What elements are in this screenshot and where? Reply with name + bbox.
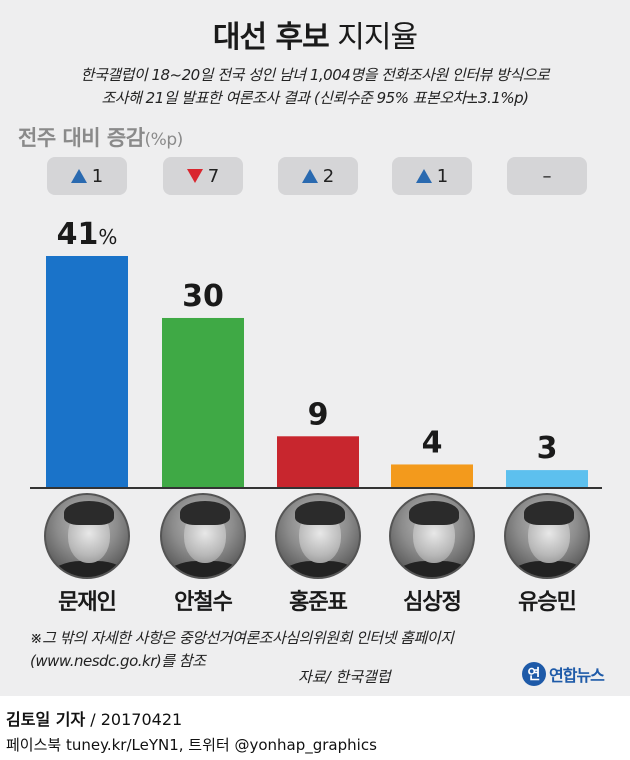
change-value: – (542, 165, 552, 187)
change-badge-안철수: 7 (163, 157, 243, 195)
bar-안철수 (162, 317, 244, 487)
change-badge-홍준표: 2 (278, 157, 358, 195)
footnote: ※그 밖의 자세한 사항은 중앙선거여론조사심의위원회 인터넷 홈페이지 (ww… (30, 627, 454, 673)
logo-text: 연합뉴스 (549, 666, 605, 685)
candidate-name: 안철수 (174, 590, 233, 615)
triangle-up-icon (415, 169, 432, 183)
social-links: 페이스북 tuney.kr/LeYN1, 트위터 @yonhap_graphic… (6, 736, 377, 754)
bar-chart: 41% 30 9 4 3 (30, 217, 602, 489)
triangle-up-icon (70, 169, 87, 183)
portrait-icon (275, 493, 361, 579)
candidate-name: 문재인 (58, 590, 117, 615)
bar-심상정 (391, 464, 473, 487)
value-label-안철수: 30 (182, 279, 224, 314)
candidate-name: 홍준표 (289, 590, 348, 615)
triangle-up-icon (301, 169, 318, 183)
subtitle: 한국갤럽이 18~20일 전국 성인 남녀 1,004명을 전화조사원 인터뷰 … (0, 64, 630, 110)
reporter-line: 김토일 기자 / 20170421 (6, 706, 182, 730)
triangle-down-icon (186, 169, 203, 183)
reporter-date: / 20170421 (85, 710, 183, 729)
title-bold: 대선 후보 (212, 20, 330, 55)
change-value: 1 (436, 165, 449, 187)
change-header-unit: (%p) (144, 130, 184, 150)
change-value: 2 (322, 165, 335, 187)
reporter-name: 김토일 기자 (6, 710, 86, 729)
candidate-name: 유승민 (518, 590, 577, 615)
portrait-icon (389, 493, 475, 579)
value-label-문재인: 41% (57, 217, 118, 252)
chart-title: 대선 후보 지지율 (0, 12, 630, 56)
portrait-icon (504, 493, 590, 579)
bar-문재인 (46, 256, 128, 487)
change-value: 1 (91, 165, 104, 187)
change-header: 전주 대비 증감(%p) (18, 122, 183, 152)
footnote-line-2: (www.nesdc.go.kr)를 참조 (30, 652, 206, 670)
subtitle-line-2: 조사해 21일 발표한 여론조사 결과 (신뢰수준 95% 표본오차±3.1%p… (101, 89, 529, 107)
candidate-name: 심상정 (403, 590, 462, 615)
bar-유승민 (506, 470, 588, 487)
change-value: 7 (207, 165, 220, 187)
value-label-홍준표: 9 (308, 397, 329, 432)
portrait-icon (160, 493, 246, 579)
bar-홍준표 (277, 436, 359, 487)
logo-mark-icon: 연 (522, 662, 546, 686)
change-badge-심상정: 1 (392, 157, 472, 195)
footnote-line-1: ※그 밖의 자세한 사항은 중앙선거여론조사심의위원회 인터넷 홈페이지 (30, 629, 454, 647)
title-normal: 지지율 (337, 20, 418, 55)
portrait-icon (44, 493, 130, 579)
change-header-label: 전주 대비 증감 (18, 126, 145, 150)
value-label-유승민: 3 (537, 431, 558, 466)
change-badge-문재인: 1 (47, 157, 127, 195)
source-credit: 자료/ 한국갤럽 (298, 668, 391, 686)
value-label-심상정: 4 (422, 425, 443, 460)
change-badge-유승민: – (507, 157, 587, 195)
value-unit: % (98, 225, 117, 249)
subtitle-line-1: 한국갤럽이 18~20일 전국 성인 남녀 1,004명을 전화조사원 인터뷰 … (80, 66, 550, 84)
yonhap-logo: 연 연합뉴스 (522, 662, 605, 686)
